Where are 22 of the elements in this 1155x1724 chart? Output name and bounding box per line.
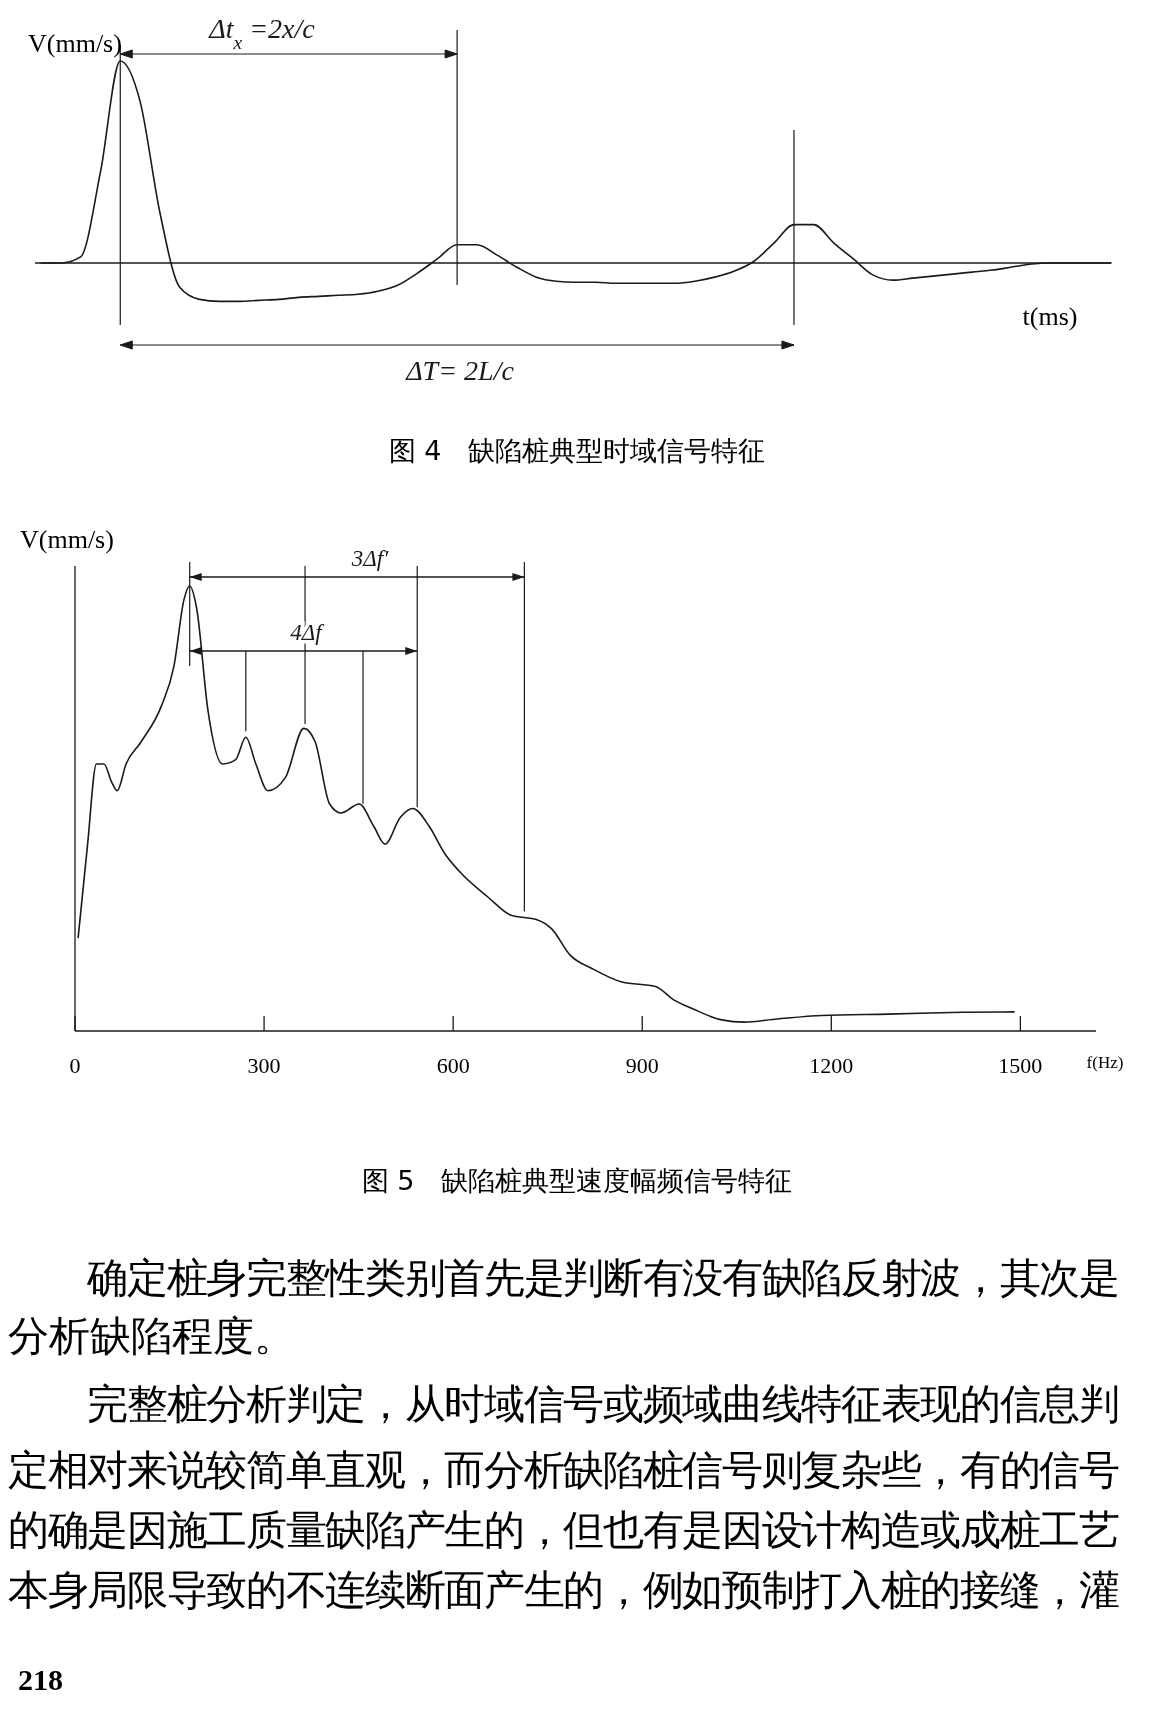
x-tick-label: 300 [247,1053,281,1078]
text: 确定桩身完整性类别首先是判断有没有缺陷反射波，其次是 [8,1254,1120,1302]
text: 3Δf′ [350,546,390,571]
text: 218 [18,1663,63,1696]
text: Δt$_{x}$ =2x/c [208,13,316,53]
x-axis-title: f(Hz) [1086,1053,1124,1072]
text: 本身局限导致的不连续断面产生的，例如预制打入桩的接缝，灌 [8,1566,1120,1614]
y-axis-title: V(mm/s) [28,29,122,58]
x-tick-label: 900 [625,1053,659,1078]
text: 定相对来说较简单直观，而分析缺陷桩信号则复杂些，有的信号 [8,1446,1120,1494]
text: 的确是因施工质量缺陷产生的，但也有是因设计构造或成桩工艺 [8,1506,1120,1554]
text: 图 5 缺陷桩典型速度幅频信号特征 [361,1165,793,1196]
text: 图 4 缺陷桩典型时域信号特征 [388,435,766,466]
x-tick-label: 600 [436,1053,470,1078]
x-axis-title: t(ms) [1022,302,1078,331]
y-axis-title: V(mm/s) [20,525,114,554]
text: 分析缺陷程度。 [8,1312,295,1360]
x-tick-label: 0 [69,1053,81,1078]
x-tick-label: 1200 [809,1053,854,1078]
text: ΔT= 2L/c [405,355,515,386]
x-tick-label: 1500 [998,1053,1043,1078]
text: 完整桩分析判定，从时域信号或频域曲线特征表现的信息判 [8,1380,1120,1428]
